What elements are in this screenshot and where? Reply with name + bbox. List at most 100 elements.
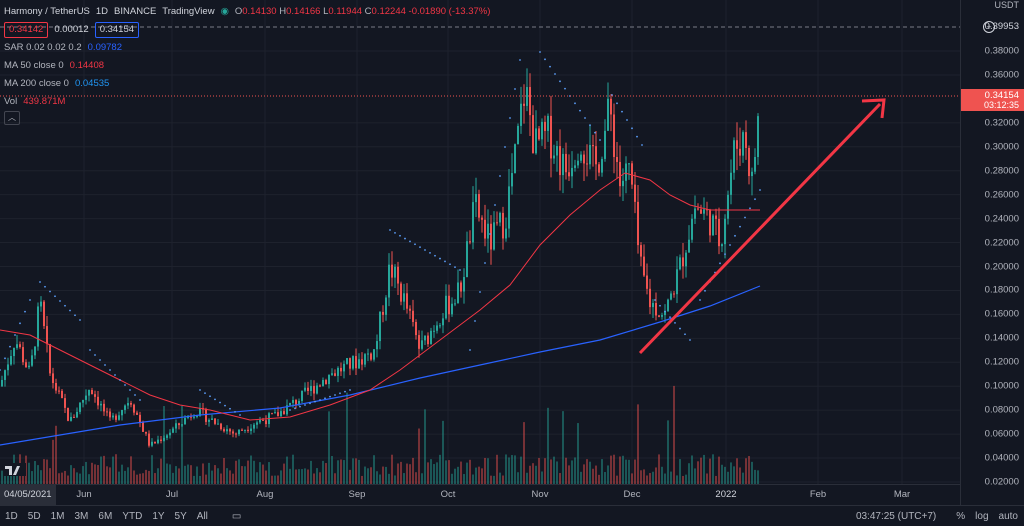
volume-bar: [508, 457, 510, 484]
add-alert-icon[interactable]: +: [983, 21, 995, 33]
candle-body: [130, 403, 132, 405]
candle-body: [637, 201, 639, 246]
range-5d[interactable]: 5D: [27, 510, 41, 522]
volume-bar: [190, 465, 192, 484]
range-1d[interactable]: 1D: [5, 510, 18, 522]
candlesticks: [1, 68, 759, 448]
sar-dot: [294, 407, 296, 410]
range-1m[interactable]: 1M: [50, 510, 65, 522]
volume-bar: [595, 465, 597, 484]
collapse-legend-button[interactable]: ︿: [4, 111, 490, 125]
sar-dot: [519, 59, 521, 61]
volume-bar: [565, 457, 567, 484]
sell-price[interactable]: 0.34142: [4, 22, 49, 38]
candle-body: [457, 282, 459, 304]
candle-body: [352, 356, 354, 369]
candle-body: [91, 390, 93, 395]
volume-bar: [160, 458, 162, 484]
indicator-sar[interactable]: SAR 0.02 0.02 0.2 0.09782: [4, 42, 122, 53]
candle-body: [238, 429, 240, 435]
auto-toggle[interactable]: auto: [998, 510, 1018, 522]
candle-body: [298, 400, 300, 405]
volume-bar: [640, 470, 642, 484]
volume-bar: [379, 474, 381, 484]
sar-dot: [724, 253, 726, 256]
sar-dot: [119, 379, 121, 381]
volume-bar: [106, 466, 108, 484]
candle-body: [526, 87, 528, 106]
price-chart[interactable]: [0, 0, 960, 484]
indicator-ma200[interactable]: MA 200 close 0 0.04535: [4, 78, 110, 89]
candle-body: [574, 165, 576, 168]
price-tick-label: 0.10000: [984, 380, 1019, 392]
start-date-label: 04/05/2021: [0, 485, 56, 505]
sar-dot: [719, 262, 721, 265]
candle-body: [748, 147, 750, 177]
clock-time[interactable]: 03:47:25 (UTC+7): [855, 510, 937, 522]
candle-body: [124, 405, 126, 410]
candle-body: [649, 288, 651, 308]
date-range-icon[interactable]: ▭: [231, 510, 242, 522]
time-axis[interactable]: 04/05/2021 Jun Jul Aug Sep Oct Nov Dec 2022 Feb M…: [0, 484, 960, 506]
volume-bar: [628, 459, 630, 484]
candle-body: [247, 429, 249, 431]
sar-dot: [424, 249, 426, 251]
volume-bar: [598, 474, 600, 484]
candle-body: [193, 416, 195, 418]
volume-bar: [610, 455, 612, 484]
volume-bar: [67, 475, 69, 484]
candle-body: [613, 114, 615, 157]
range-ytd[interactable]: YTD: [122, 510, 143, 522]
volume-bar: [406, 463, 408, 484]
volume-bar: [118, 471, 120, 484]
volume-bar: [529, 465, 531, 484]
volume-bar: [559, 473, 561, 484]
range-6m[interactable]: 6M: [98, 510, 113, 522]
range-1y[interactable]: 1Y: [152, 510, 165, 522]
candle-body: [661, 315, 663, 317]
volume-bar: [58, 473, 60, 484]
volume-bar: [424, 409, 426, 484]
volume-bar: [661, 466, 663, 484]
range-all[interactable]: All: [196, 510, 208, 522]
log-toggle[interactable]: log: [975, 510, 989, 522]
candle-body: [514, 144, 516, 174]
candle-body: [10, 356, 12, 365]
volume-bar: [433, 464, 435, 484]
volume-bar: [394, 475, 396, 484]
volume-bar: [217, 468, 219, 484]
candle-body: [52, 373, 54, 384]
volume-bar: [154, 473, 156, 484]
candle-body: [166, 435, 168, 438]
candle-body: [442, 318, 444, 326]
symbol-name[interactable]: Harmony / TetherUS: [4, 6, 90, 17]
sar-dot: [664, 310, 666, 313]
candle-body: [322, 380, 324, 387]
sar-dot: [579, 109, 581, 112]
range-5y[interactable]: 5Y: [174, 510, 187, 522]
range-3m[interactable]: 3M: [74, 510, 89, 522]
percent-toggle[interactable]: %: [956, 510, 966, 522]
indicator-ma50[interactable]: MA 50 close 0 0.14408: [4, 60, 105, 71]
volume-bar: [580, 471, 582, 484]
price-axis[interactable]: USDT 0.38000 0.36000 0.32000 0.30000 0.28000…: [960, 0, 1024, 505]
candle-body: [121, 409, 123, 416]
volume-bar: [64, 470, 66, 484]
candle-body: [289, 402, 291, 406]
trend-arrow[interactable]: [638, 98, 886, 355]
candle-body: [88, 390, 90, 396]
candle-body: [490, 223, 492, 250]
candle-body: [169, 432, 171, 436]
crosshair-price-label: + 0.39953: [961, 20, 1024, 34]
buy-price[interactable]: 0.34154: [94, 22, 140, 38]
volume-bar: [274, 475, 276, 484]
indicator-volume[interactable]: Vol 439.871M: [4, 96, 66, 107]
candle-body: [70, 416, 72, 421]
candle-body: [250, 428, 252, 431]
candle-body: [604, 130, 606, 159]
volume-bar: [373, 455, 375, 484]
sar-dot: [389, 229, 391, 231]
time-tick-label: Sep: [348, 489, 366, 500]
candle-body: [379, 311, 381, 342]
price-tick-label: 0.22000: [984, 237, 1019, 249]
